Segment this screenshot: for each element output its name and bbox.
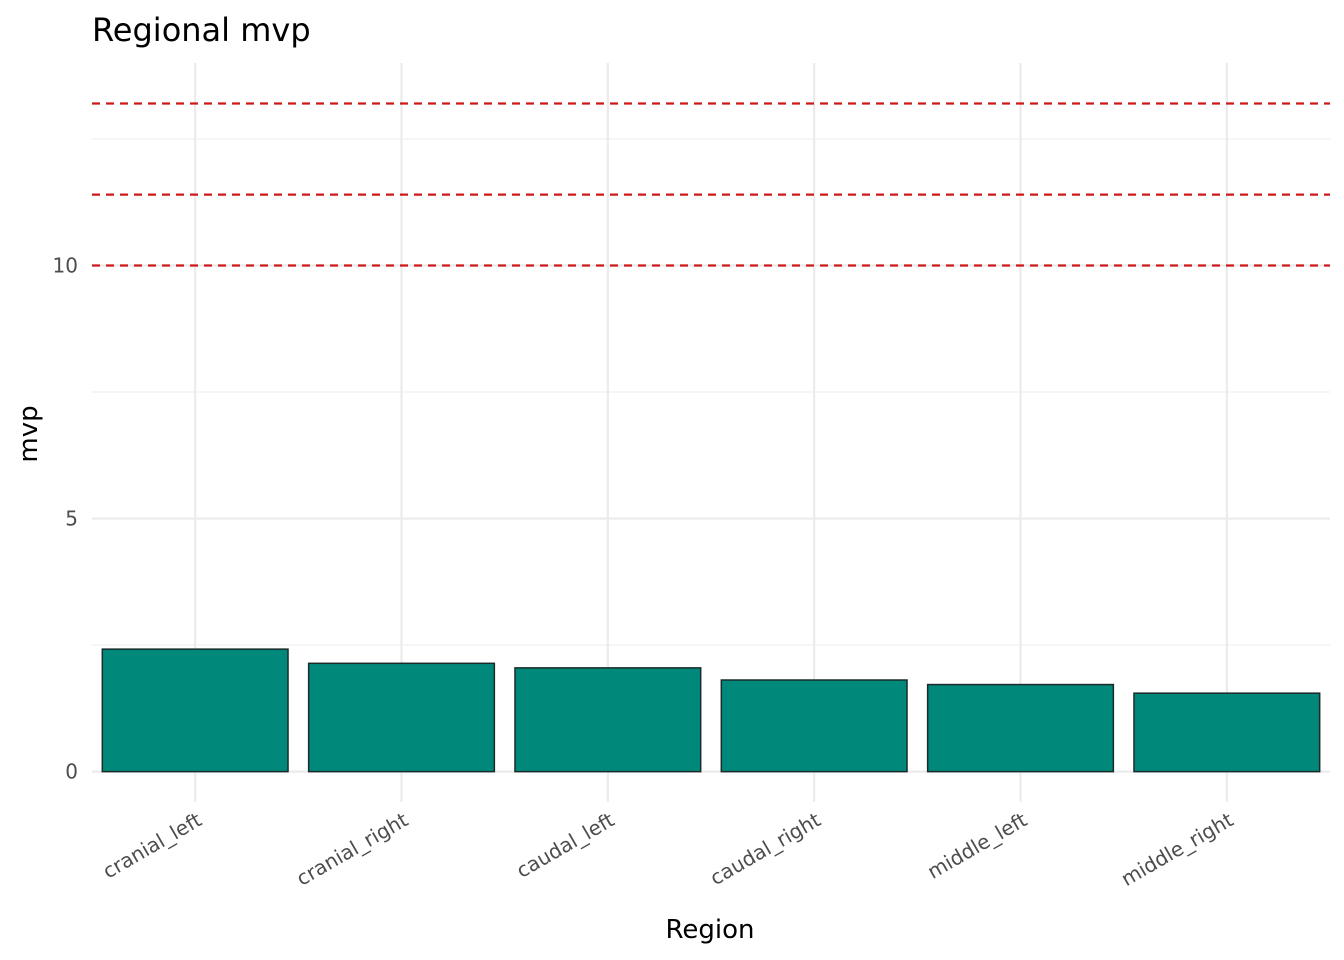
y-axis-ticks: 0 5 10	[53, 253, 78, 783]
bar-caudal-right	[720, 679, 908, 773]
bar-cranial-right	[307, 662, 496, 773]
y-tick-label: 0	[65, 760, 78, 784]
y-tick-label: 5	[65, 507, 78, 531]
reference-lines	[92, 102, 1330, 267]
bar-cranial-left	[101, 648, 289, 773]
x-tick-label: caudal_right	[706, 807, 825, 890]
bar-caudal-left	[514, 667, 702, 773]
bar-middle-right	[1133, 692, 1321, 773]
x-tick-label: caudal_left	[512, 807, 618, 882]
x-tick-label: cranial_right	[292, 807, 412, 890]
x-tick-label: middle_right	[1117, 807, 1238, 891]
bar-middle-left	[926, 683, 1115, 773]
y-tick-label: 10	[53, 253, 78, 277]
y-axis-title: mvp	[14, 405, 44, 462]
x-axis-title: Region	[665, 915, 754, 945]
bars	[101, 648, 1321, 773]
x-axis-ticks: cranial_left cranial_right caudal_left caud…	[98, 807, 1237, 891]
x-tick-label: middle_left	[923, 807, 1031, 883]
chart-title: Regional mvp	[92, 11, 311, 49]
x-tick-label: cranial_left	[98, 807, 205, 883]
